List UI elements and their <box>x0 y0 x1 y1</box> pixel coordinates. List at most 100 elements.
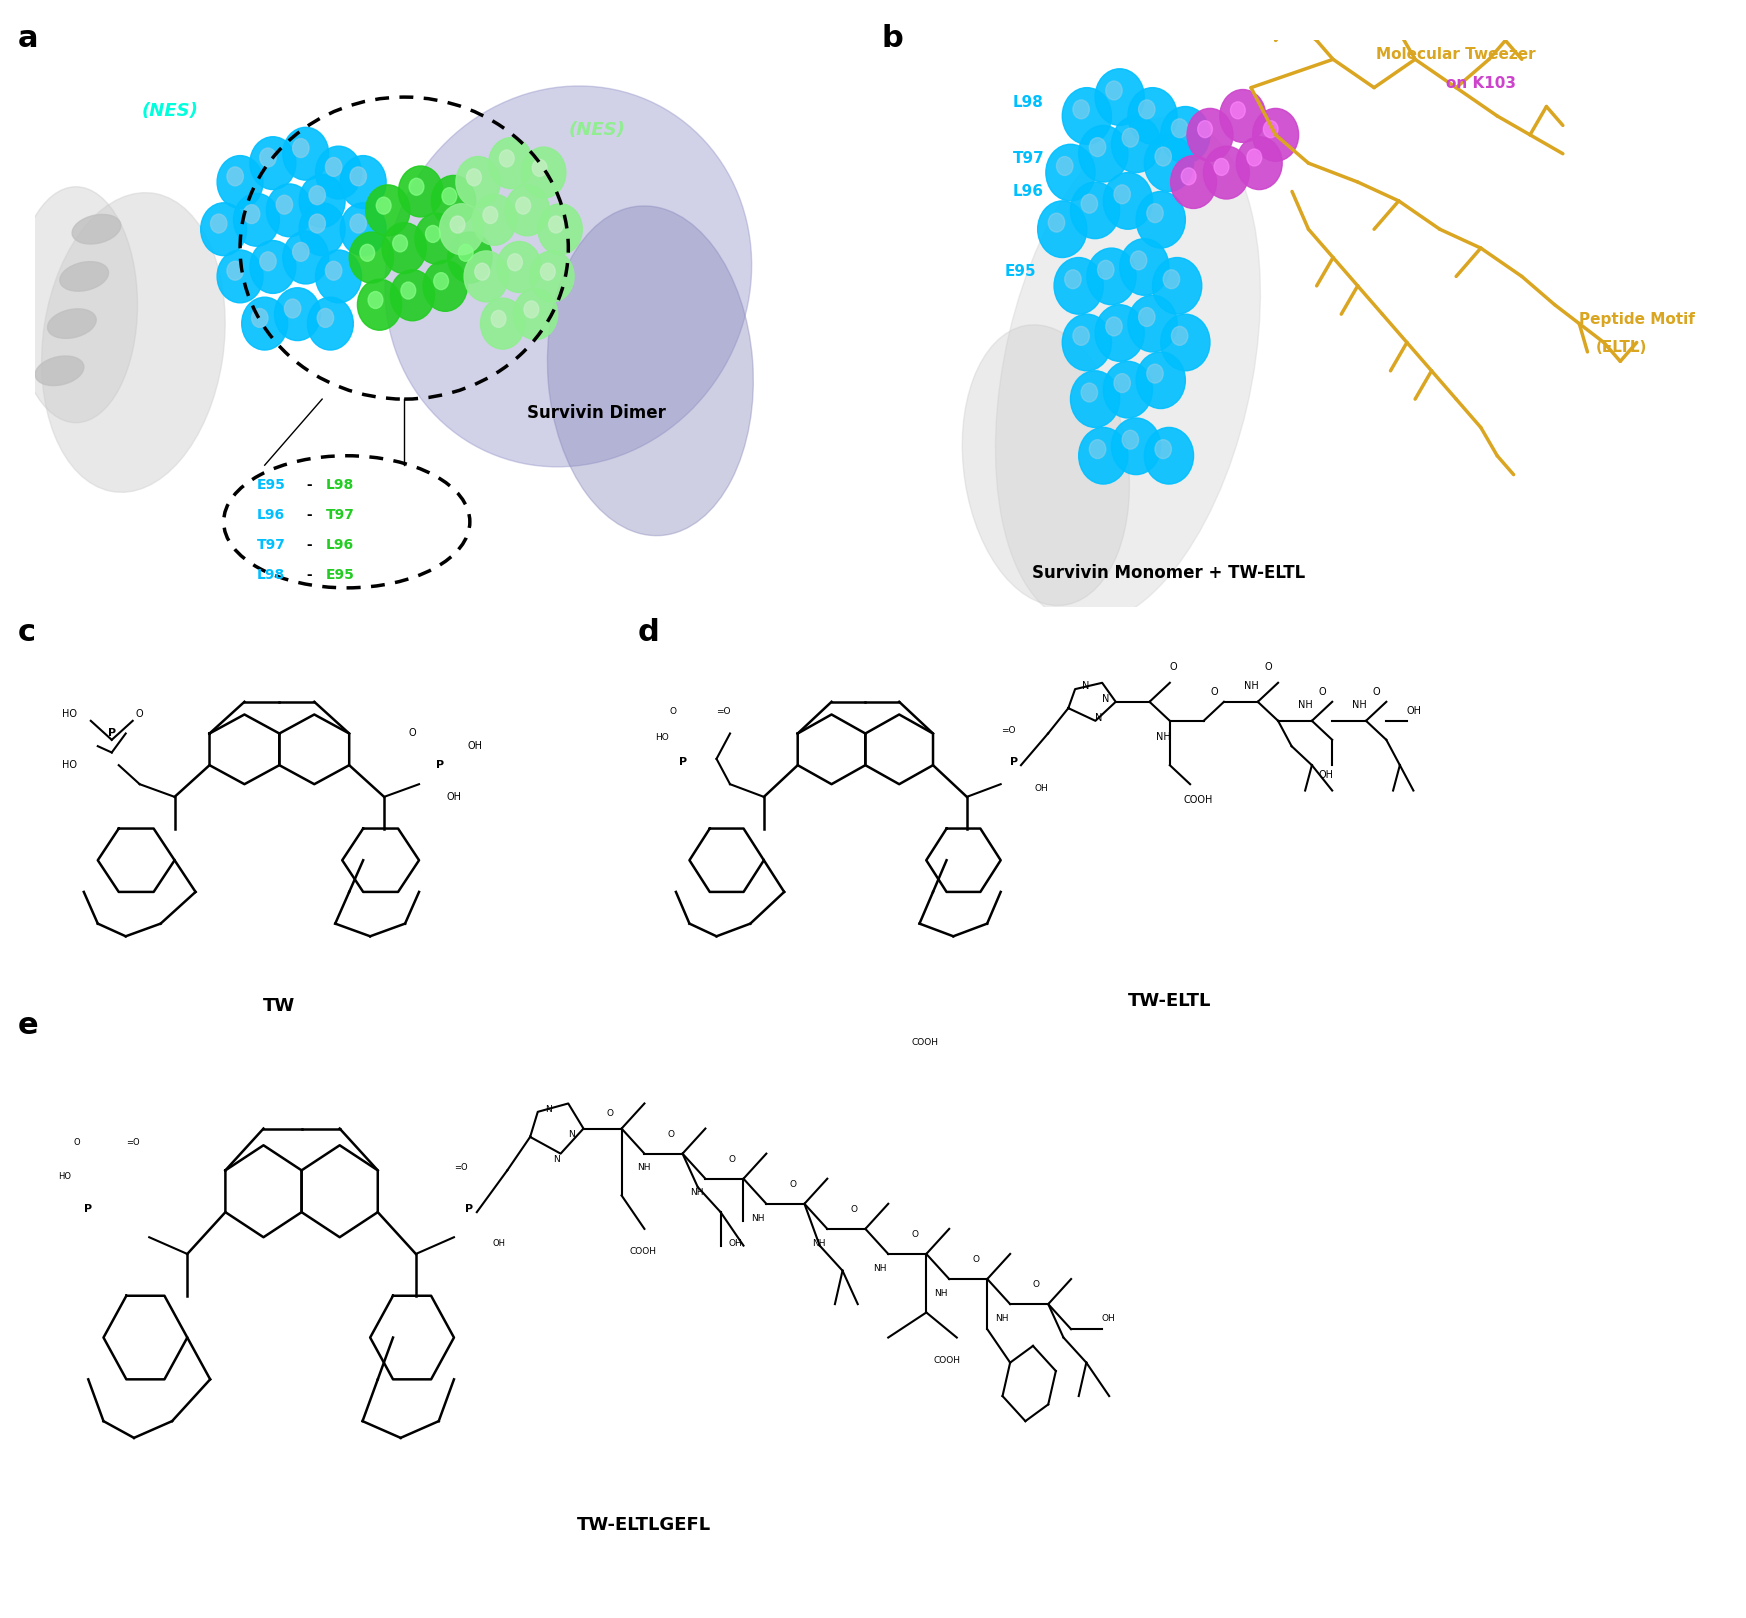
Circle shape <box>377 197 391 214</box>
Circle shape <box>243 205 260 223</box>
Circle shape <box>1220 89 1266 142</box>
Circle shape <box>466 168 482 186</box>
Circle shape <box>1198 121 1212 138</box>
Circle shape <box>1114 374 1130 393</box>
Circle shape <box>349 167 367 186</box>
Circle shape <box>423 260 468 311</box>
Text: O: O <box>136 709 143 720</box>
Circle shape <box>1156 147 1172 167</box>
Circle shape <box>1236 138 1282 189</box>
Circle shape <box>416 214 459 264</box>
Circle shape <box>431 175 475 227</box>
Text: O: O <box>1034 1280 1041 1290</box>
Circle shape <box>227 167 243 186</box>
Text: TW: TW <box>264 997 295 1014</box>
Circle shape <box>1095 68 1144 126</box>
Circle shape <box>1090 138 1105 157</box>
Circle shape <box>365 184 410 236</box>
Text: P: P <box>679 757 686 767</box>
Text: Survivin Monomer + TW-ELTL: Survivin Monomer + TW-ELTL <box>1032 565 1306 582</box>
Text: TW-ELTLGEFL: TW-ELTLGEFL <box>578 1516 712 1534</box>
Text: P: P <box>464 1204 473 1214</box>
Circle shape <box>426 225 440 243</box>
Text: NH: NH <box>873 1264 887 1273</box>
Ellipse shape <box>42 193 225 492</box>
Circle shape <box>217 155 264 209</box>
Circle shape <box>1103 361 1152 417</box>
Circle shape <box>1105 317 1123 337</box>
Circle shape <box>260 149 276 167</box>
Circle shape <box>475 264 489 280</box>
Text: T97: T97 <box>327 508 354 523</box>
Circle shape <box>283 128 328 180</box>
Circle shape <box>1144 427 1194 484</box>
Circle shape <box>1128 87 1177 144</box>
Circle shape <box>285 299 300 317</box>
Text: O: O <box>850 1205 857 1214</box>
Ellipse shape <box>962 325 1130 605</box>
Ellipse shape <box>72 215 120 244</box>
Text: HO: HO <box>58 1171 72 1181</box>
Text: OH: OH <box>728 1239 742 1247</box>
Text: O: O <box>1318 688 1327 697</box>
Circle shape <box>499 150 513 167</box>
Circle shape <box>1152 257 1201 314</box>
Circle shape <box>1170 155 1217 209</box>
Ellipse shape <box>995 118 1261 625</box>
Circle shape <box>524 301 540 319</box>
Text: O: O <box>973 1256 980 1264</box>
Circle shape <box>1130 251 1147 270</box>
Circle shape <box>541 264 555 280</box>
Circle shape <box>1062 87 1112 144</box>
Circle shape <box>1037 201 1086 257</box>
Text: OH: OH <box>1102 1314 1116 1324</box>
Text: O: O <box>911 1230 918 1239</box>
Circle shape <box>515 197 531 214</box>
Text: T97: T97 <box>257 539 285 552</box>
Circle shape <box>260 252 276 270</box>
Text: (ELTL): (ELTL) <box>1596 340 1646 354</box>
Circle shape <box>358 280 402 330</box>
Text: O: O <box>1170 662 1177 671</box>
Circle shape <box>1137 191 1186 248</box>
Text: OH: OH <box>447 791 461 803</box>
Text: O: O <box>667 1129 674 1139</box>
Text: -: - <box>302 568 318 582</box>
Circle shape <box>360 244 375 262</box>
Text: NH: NH <box>1245 681 1259 691</box>
Circle shape <box>1112 116 1161 173</box>
Circle shape <box>529 251 574 303</box>
Text: OH: OH <box>1407 707 1421 717</box>
Circle shape <box>1095 304 1144 361</box>
Circle shape <box>1163 270 1180 288</box>
Text: Survivin Dimer: Survivin Dimer <box>527 404 667 422</box>
Text: HO: HO <box>63 760 77 770</box>
Text: P: P <box>108 728 115 738</box>
Text: a: a <box>17 24 38 53</box>
Circle shape <box>349 214 367 233</box>
Text: E95: E95 <box>1006 264 1037 280</box>
Text: O: O <box>1372 688 1381 697</box>
Circle shape <box>440 204 484 254</box>
Circle shape <box>201 202 246 256</box>
Text: P: P <box>436 760 443 770</box>
Text: NH: NH <box>1299 701 1313 710</box>
Circle shape <box>1138 100 1156 118</box>
Circle shape <box>1128 294 1177 353</box>
Text: =O: =O <box>126 1139 140 1147</box>
Circle shape <box>1065 270 1081 288</box>
Circle shape <box>1114 184 1130 204</box>
Circle shape <box>1187 108 1233 162</box>
Circle shape <box>473 194 517 246</box>
Text: NH: NH <box>1156 731 1172 741</box>
Text: HO: HO <box>656 733 669 741</box>
Text: -: - <box>302 508 318 523</box>
Circle shape <box>340 202 386 256</box>
Circle shape <box>1213 159 1229 175</box>
Circle shape <box>459 244 473 262</box>
Circle shape <box>1086 248 1137 304</box>
Circle shape <box>1156 440 1172 458</box>
Circle shape <box>1138 307 1156 327</box>
Circle shape <box>1090 440 1105 458</box>
Text: d: d <box>637 618 658 647</box>
